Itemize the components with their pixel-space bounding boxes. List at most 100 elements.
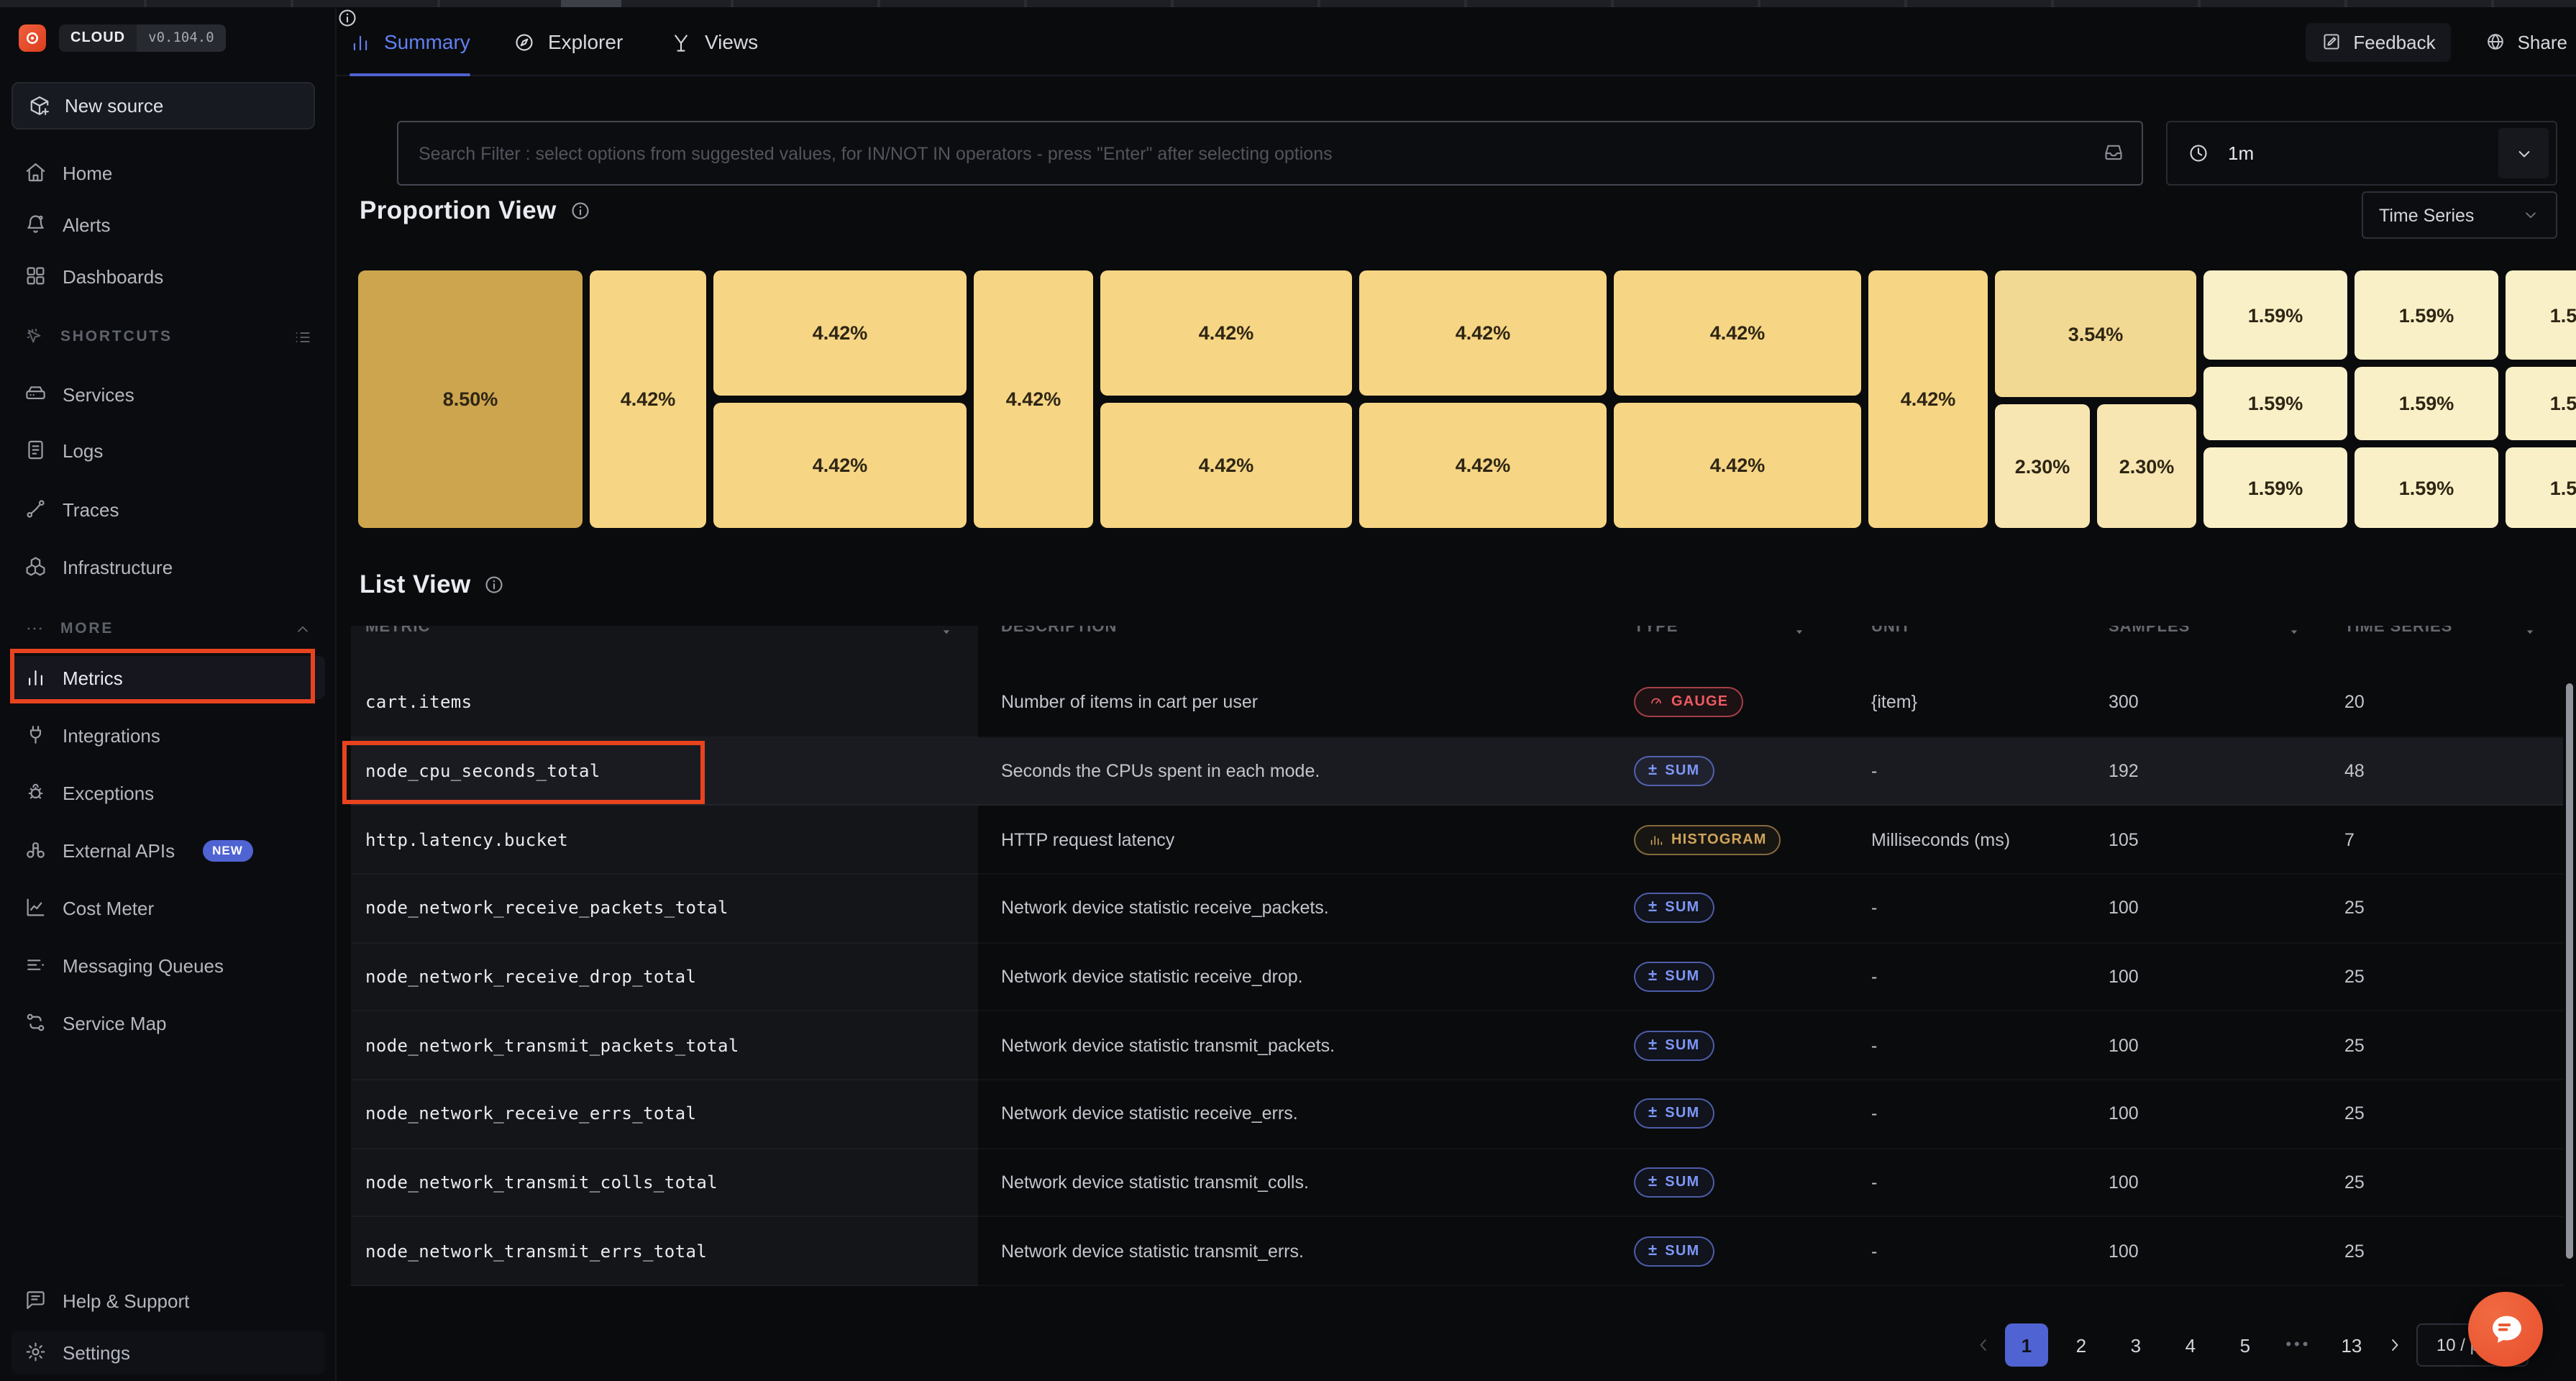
table-row-http-latency-bucket[interactable]: http.latency.bucket HTTP request latency H… xyxy=(351,806,2563,875)
treemap-tile[interactable]: 2.30% xyxy=(1995,404,2090,528)
sidebar-item-infrastructure[interactable]: Infrastructure xyxy=(12,545,325,588)
sidebar-item-external-apis[interactable]: External APIs NEW xyxy=(12,829,325,872)
pagination-page-13[interactable]: 13 xyxy=(2341,1334,2362,1356)
sidebar-item-cost-meter[interactable]: Cost Meter xyxy=(12,886,325,929)
column-header-description[interactable]: DESCRIPTION xyxy=(1001,626,1118,636)
treemap-tile[interactable]: 1.59% xyxy=(2506,447,2576,528)
time-range-chevron[interactable] xyxy=(2498,128,2549,178)
sidebar-item-integrations[interactable]: Integrations xyxy=(12,714,325,757)
samples-cell: 300 xyxy=(2109,692,2139,713)
treemap-tile[interactable]: 1.59% xyxy=(2506,367,2576,440)
treemap-tile[interactable]: 4.42% xyxy=(1359,403,1607,528)
treemap-tile[interactable]: 2.30% xyxy=(2097,404,2196,528)
table-row-node-network-receive-errs-total[interactable]: node_network_receive_errs_total Network d… xyxy=(351,1080,2563,1149)
feedback-button[interactable]: Feedback xyxy=(2306,22,2452,61)
table-row-cart-items[interactable]: cart.items Number of items in cart per us… xyxy=(351,669,2563,737)
table-row-node-network-transmit-errs-total[interactable]: node_network_transmit_errs_total Network … xyxy=(351,1218,2563,1286)
sidebar-item-settings[interactable]: Settings xyxy=(12,1331,325,1374)
sidebar-item-service-map[interactable]: Service Map xyxy=(12,1001,325,1044)
column-header-unit[interactable]: UNIT xyxy=(1871,626,1912,636)
tab-explorer[interactable]: Explorer xyxy=(513,7,623,76)
tab-views[interactable]: Views xyxy=(670,7,758,76)
sidebar-item-dashboards[interactable]: Dashboards xyxy=(12,255,325,298)
view-type-select[interactable]: Time Series xyxy=(2362,191,2557,239)
treemap-tile[interactable]: 4.42% xyxy=(713,270,967,396)
treemap-tile[interactable]: 4.42% xyxy=(590,270,706,528)
pagination-page-5[interactable]: 5 xyxy=(2239,1334,2251,1356)
treemap-tile[interactable]: 4.42% xyxy=(1868,270,1988,528)
treemap-tile[interactable]: 1.59% xyxy=(2203,447,2347,528)
vertical-scrollbar[interactable] xyxy=(2566,683,2573,1259)
treemap-tile[interactable]: 8.50% xyxy=(358,270,583,528)
table-row-node-network-receive-packets-total[interactable]: node_network_receive_packets_total Networ… xyxy=(351,875,2563,943)
treemap-tile[interactable]: 3.54% xyxy=(1995,270,2196,397)
table-row-node-cpu-seconds-total[interactable]: node_cpu_seconds_total Seconds the CPUs s… xyxy=(351,737,2563,806)
time-series-cell: 20 xyxy=(2344,692,2365,713)
metric-name-cell: node_network_receive_errs_total xyxy=(365,1103,697,1124)
column-header-metric[interactable]: METRIC xyxy=(365,626,431,636)
treemap-tile[interactable]: 4.42% xyxy=(1359,270,1607,396)
sidebar-item-exceptions[interactable]: Exceptions xyxy=(12,771,325,814)
sidebar-item-services[interactable]: Services xyxy=(12,373,325,416)
samples-cell: 100 xyxy=(2109,966,2139,987)
pagination-page-3[interactable]: 3 xyxy=(2130,1334,2142,1356)
unit-cell: - xyxy=(1871,898,1878,919)
metric-name-cell: node_network_receive_packets_total xyxy=(365,898,729,919)
column-header-samples[interactable]: SAMPLES xyxy=(2109,626,2191,636)
treemap-tile[interactable]: 4.42% xyxy=(974,270,1093,528)
list-settings-icon[interactable] xyxy=(293,327,312,346)
sidebar-item-traces[interactable]: Traces xyxy=(12,488,325,531)
treemap-tile[interactable]: 1.59% xyxy=(2506,270,2576,360)
sort-caret-icon[interactable] xyxy=(2287,626,2301,646)
pagination-page-2[interactable]: 2 xyxy=(2075,1334,2087,1356)
new-source-label: New source xyxy=(65,95,164,117)
pagination-prev-button[interactable] xyxy=(1973,1335,1993,1355)
sort-caret-icon[interactable] xyxy=(1792,626,1807,646)
sort-caret-icon[interactable] xyxy=(939,626,954,646)
scroll-icon xyxy=(24,439,47,462)
table-row-node-network-transmit-packets-total[interactable]: node_network_transmit_packets_total Netwo… xyxy=(351,1012,2563,1080)
app-logo-icon[interactable] xyxy=(19,24,46,52)
column-header-time-series[interactable]: TIME SERIES xyxy=(2344,626,2453,636)
sidebar-item-alerts[interactable]: Alerts xyxy=(12,203,325,246)
time-range-select[interactable]: 1m xyxy=(2166,121,2557,186)
treemap-tile[interactable]: 1.59% xyxy=(2355,447,2498,528)
treemap-tile[interactable]: 4.42% xyxy=(1100,403,1352,528)
sidebar-item-messaging-queues[interactable]: Messaging Queues xyxy=(12,944,325,987)
sidebar-item-home[interactable]: Home xyxy=(12,151,325,194)
table-row-node-network-receive-drop-total[interactable]: node_network_receive_drop_total Network d… xyxy=(351,943,2563,1011)
share-button[interactable]: Share xyxy=(2486,31,2567,53)
active-tab-underline xyxy=(350,73,470,76)
tile-value-label: 4.42% xyxy=(1198,455,1254,476)
chat-widget-button[interactable] xyxy=(2468,1292,2543,1367)
column-header-type[interactable]: TYPE xyxy=(1634,626,1678,636)
plus-minus-glyph: ± xyxy=(1648,898,1658,916)
treemap-tile[interactable]: 4.42% xyxy=(1100,270,1352,396)
table-row-node-network-transmit-colls-total[interactable]: node_network_transmit_colls_total Network… xyxy=(351,1149,2563,1217)
sidebar-item-metrics[interactable]: Metrics xyxy=(12,656,325,699)
time-range-value: 1m xyxy=(2228,142,2255,164)
treemap-tile[interactable]: 1.59% xyxy=(2203,367,2347,440)
new-source-button[interactable]: New source xyxy=(12,82,315,129)
treemap-tile[interactable]: 4.42% xyxy=(713,403,967,528)
treemap-tile[interactable]: 1.59% xyxy=(2203,270,2347,360)
sidebar-item-logs[interactable]: Logs xyxy=(12,429,325,472)
sidebar-item-label: Services xyxy=(63,383,134,405)
brand-chip: CLOUD v0.104.0 xyxy=(59,24,226,52)
treemap-tile[interactable]: 1.59% xyxy=(2355,270,2498,360)
search-filter-input[interactable] xyxy=(397,121,2143,186)
sidebar-item-help-support[interactable]: Help & Support xyxy=(12,1279,325,1322)
chevron-up-icon[interactable] xyxy=(293,619,312,638)
pagination-page-1[interactable]: 1 xyxy=(2004,1323,2048,1367)
tab-summary[interactable]: Summary xyxy=(350,7,470,76)
tile-value-label: 2.30% xyxy=(2014,455,2070,477)
sidebar-item-label: Home xyxy=(63,162,113,183)
sort-caret-icon[interactable] xyxy=(2523,626,2537,646)
treemap-tile[interactable]: 1.59% xyxy=(2355,367,2498,440)
treemap-tile[interactable]: 4.42% xyxy=(1614,403,1861,528)
pagination-ellipsis[interactable]: ••• xyxy=(2285,1336,2311,1354)
pagination-next-button[interactable] xyxy=(2385,1335,2405,1355)
pagination-page-4[interactable]: 4 xyxy=(2185,1334,2196,1356)
treemap-tile[interactable]: 4.42% xyxy=(1614,270,1861,396)
tile-value-label: 4.42% xyxy=(1455,455,1511,476)
